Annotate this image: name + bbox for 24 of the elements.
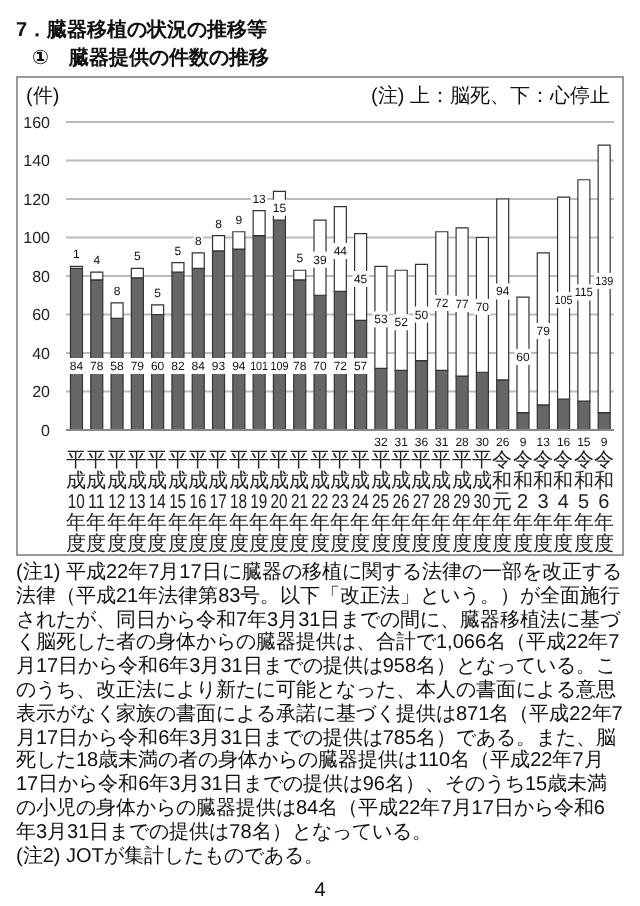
text: 4 bbox=[312, 880, 328, 903]
x-tick-label: 令和元年度 bbox=[492, 448, 513, 556]
x-tick-label: 平成11年度 bbox=[86, 450, 109, 556]
y-tick-label: 100 bbox=[23, 229, 52, 248]
y-tick-label: 0 bbox=[41, 421, 52, 440]
chart-subtitle: ① 臓器提供の件数の推移 bbox=[32, 45, 271, 72]
x-tick-label: 令和5年度 bbox=[573, 448, 594, 556]
x-tick-label: 令和3年度 bbox=[532, 448, 553, 556]
y-axis-title: (件) bbox=[26, 84, 60, 110]
x-tick-label: 令和6年度 bbox=[593, 448, 614, 556]
y-tick-label: 40 bbox=[32, 344, 52, 363]
x-tick-label: 令和4年度 bbox=[553, 448, 574, 556]
chart-title: 7．臓器移植の状況の推移等 bbox=[16, 17, 270, 44]
y-tick-label: 120 bbox=[23, 190, 52, 209]
text: (注2) JOTが集計したものである。 bbox=[16, 845, 326, 869]
text: (注1) 平成22年7月17日に臓器の移植に関する法律の一部を改正する法律（平成21年法律第83号。以下「改正法」という。）が全面施行されたが、同日から令和7年3月31日までの間に、臓器移植法に基づく脳死した者の身体からの臓器提供は、合計で1,066名（平成22年7月17日から令和6年3月31日までの提供は958名）となっている。このうち、改正法により新たに可能となった、本人の書面による意思表示がなく家族の書面による承諾に基づく提供は871名（平成22年7月17日から令和6年3月31日までの提供は785名）である。また、脳死した18歳未満の者の身体からの臓器提供は110名（平成22年7月17日から令和6年3月31日までの提供は96名）、そのうち15歳未満の小児の身体からの臓器提供は84名（平成22年7月17日から令和6年3月31日までの提供は78名）となっている。 bbox=[16, 562, 623, 844]
note: (注) 上：脳死、下：心停止 bbox=[371, 83, 610, 110]
x-tick-label: 平成17年度 bbox=[208, 450, 232, 556]
y-tick-label: 20 bbox=[32, 383, 52, 402]
x-tick-label: 令和2年度 bbox=[512, 448, 533, 556]
y-tick-label: 80 bbox=[32, 267, 52, 286]
y-tick-label: 160 bbox=[23, 113, 52, 132]
y-tick-label: 60 bbox=[32, 306, 52, 325]
y-tick-label: 140 bbox=[23, 152, 52, 171]
